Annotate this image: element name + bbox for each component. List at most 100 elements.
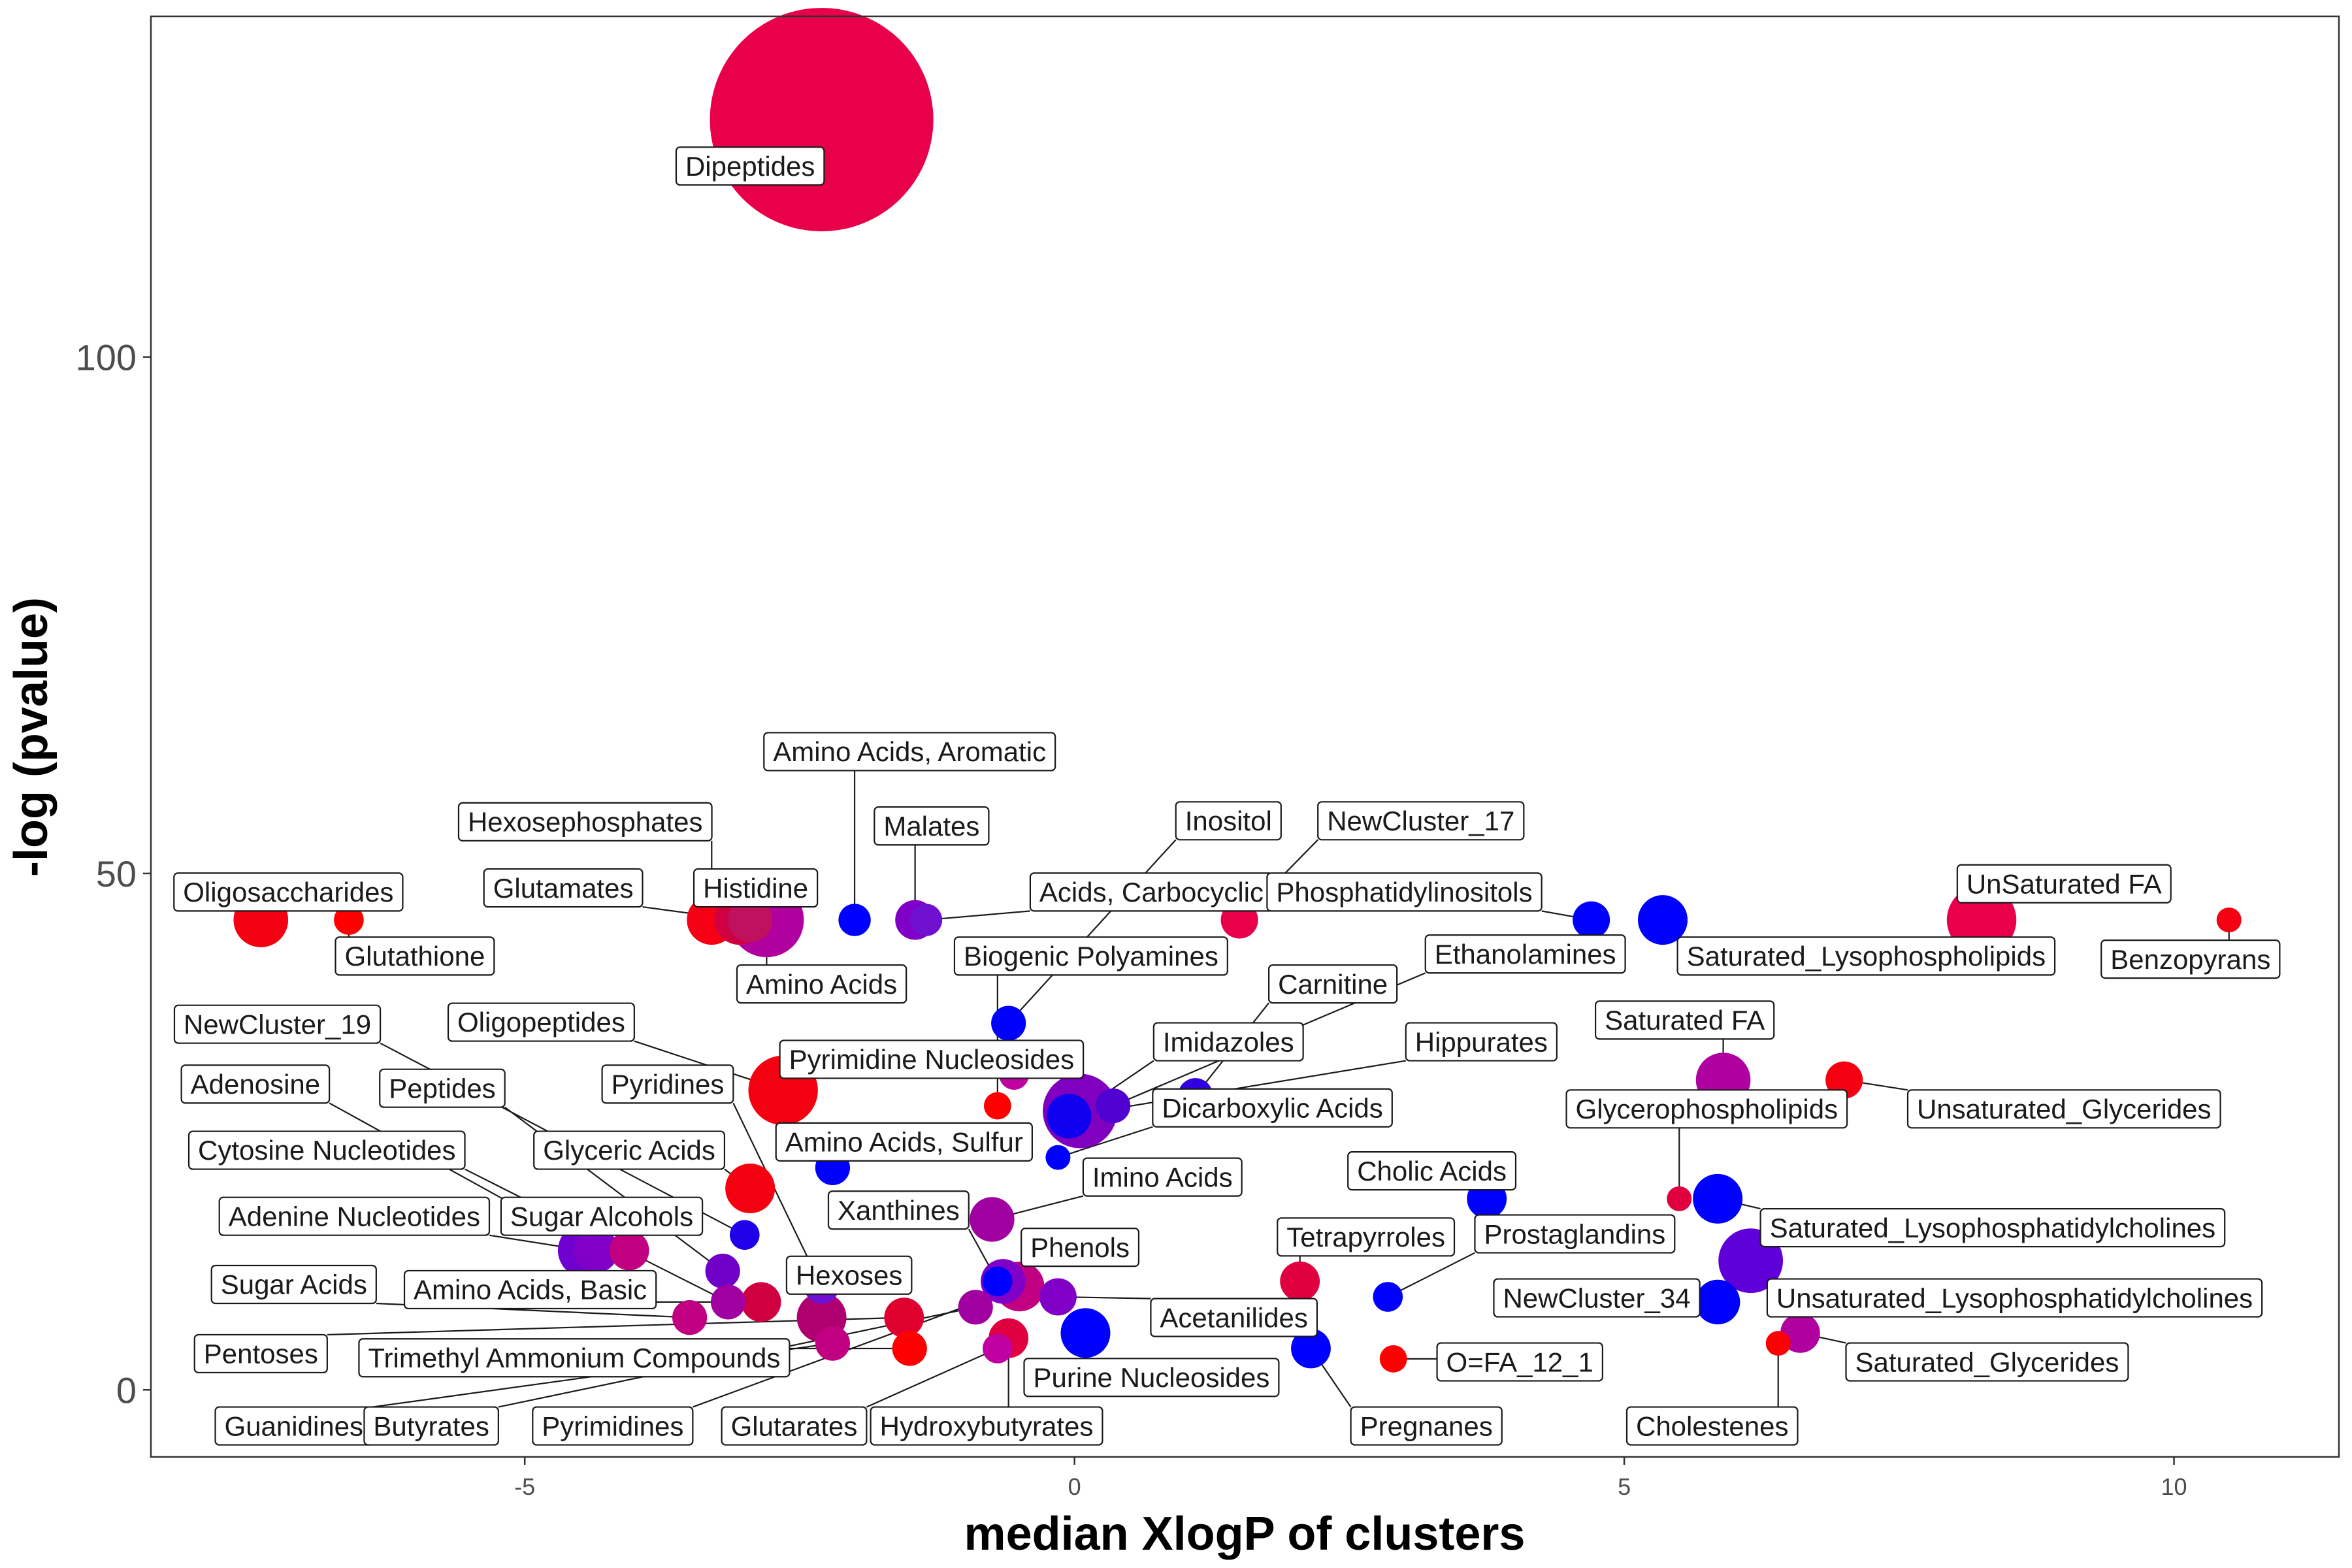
point-label-box [1150,1298,1318,1337]
point-label-box [1266,872,1543,912]
data-point [970,1197,1015,1242]
point-label-box [1436,1342,1604,1382]
data-point [1039,1278,1077,1316]
point-label-text: Pyridines [612,1069,725,1100]
data-point [609,1230,649,1271]
point-label-text: Tetrapyrroles [1286,1222,1445,1252]
point-label: Sugar Acids [210,1264,377,1305]
x-tick-label: 5 [1618,1473,1631,1500]
data-point [727,897,773,943]
point-label-text: Ethanolamines [1435,939,1616,970]
point-label-text: Imidazoles [1163,1026,1294,1057]
data-point [1095,1088,1131,1124]
point-label-box [1759,1207,2226,1248]
point-label: Adenosine [180,1064,331,1104]
point-label-box [1152,1088,1393,1128]
data-point [1060,1308,1111,1358]
point-label: Purine Nucleosides [1023,1358,1280,1397]
point-label-box [1474,1214,1676,1254]
point-label-box [1625,1406,1799,1446]
point-label-box [1766,1278,2263,1318]
label-connector-line [1058,1126,1153,1158]
point-label-box [500,1196,704,1236]
point-label: Prostaglandins [1474,1214,1676,1254]
point-label-text: Glutarates [731,1411,858,1441]
point-label-text: Amino Acids [746,969,897,1000]
point-label-text: Saturated_Lysophospholipids [1687,941,2046,972]
point-label: Biogenic Polyamines [953,936,1228,976]
plot-panel-border [150,15,2340,1458]
point-label: Glutathione [335,936,495,976]
point-label-text: Dipeptides [685,151,815,182]
data-point [1765,1331,1791,1356]
point-label-text: Amino Acids, Sulfur [785,1127,1023,1158]
point-label: Pregnanes [1350,1406,1503,1446]
point-label-box [379,1068,506,1108]
point-label-text: Malates [883,811,979,841]
point-label-text: Histidine [703,873,808,904]
point-label: NewCluster_19 [173,1004,382,1044]
point-label-box [953,936,1228,976]
point-label-text: Cholic Acids [1357,1156,1507,1186]
point-label-text: Amino Acids, Basic [414,1275,647,1305]
data-point [1045,1145,1071,1170]
y-tick-label: 50 [96,853,137,894]
point-label: Hexosephosphates [457,802,713,842]
point-label: Pyridines [601,1064,734,1104]
label-connector-line [926,910,1030,921]
data-point [1047,1094,1092,1139]
data-point [1280,1261,1320,1301]
x-tick-label: -5 [514,1473,535,1500]
point-label-text: Purine Nucleosides [1034,1362,1270,1393]
point-label: Sugar Alcohols [500,1196,704,1236]
point-label-box [601,1064,734,1104]
point-label-text: Unsaturated_Lysophosphatidylcholines [1776,1282,2253,1313]
point-label-box [1082,1157,1243,1197]
point-label-text: Amino Acids, Aromatic [773,736,1046,767]
point-label-text: Phenols [1030,1232,1130,1263]
data-point [705,1253,740,1289]
point-label: Saturated_Lysophospholipids [1676,936,2056,976]
point-label: Phosphatidylinositols [1266,872,1543,912]
data-point [574,1228,619,1273]
point-label-text: Oligosaccharides [183,877,393,907]
point-label-box [1023,1358,1280,1397]
x-tick-label: 0 [1068,1473,1081,1500]
point-label: Hexoses [785,1255,913,1295]
point-labels: Dipeptides Oligosaccharides Glutathione Hex… [173,146,2281,1446]
point-label-text: Glutathione [344,941,485,972]
point-label: Cholestenes [1625,1406,1799,1446]
point-label-text: Adenosine [191,1069,321,1100]
point-label-box [779,1039,1085,1079]
point-label-text: UnSaturated FA [1967,868,2162,899]
point-label: Adenine Nucleotides [218,1196,491,1236]
point-label-text: NewCluster_19 [184,1009,371,1039]
point-label-text: NewCluster_34 [1503,1282,1690,1313]
point-label: Acetanilides [1150,1298,1318,1337]
point-label-box [1350,1406,1503,1446]
point-label: Oligosaccharides [173,872,404,912]
point-label: Ethanolamines [1424,934,1626,974]
data-point [991,1005,1026,1041]
point-label: Peptides [379,1068,506,1108]
data-point [334,905,364,935]
point-label: Glyceric Acids [533,1130,726,1170]
data-point [710,8,934,232]
point-label-text: Hexoses [796,1260,902,1291]
point-label-box [1594,1000,1775,1040]
point-label: Cytosine Nucleotides [188,1130,466,1170]
data-point [672,1300,708,1335]
point-label-box [870,1406,1103,1446]
point-label-box [1317,801,1525,841]
point-label-text: Saturated FA [1605,1005,1765,1036]
point-label-text: Pentoses [204,1339,318,1369]
point-label: Tetrapyrroles [1277,1217,1456,1257]
point-label: Carnitine [1267,964,1398,1004]
point-label: Saturated_Glycerides [1845,1342,2129,1382]
point-label-box [173,872,404,912]
data-point [884,1298,924,1338]
point-label-box [1175,801,1282,841]
x-axis-title: median XlogP of clusters [964,1508,1526,1560]
point-label-text: Cytosine Nucleotides [198,1135,456,1166]
